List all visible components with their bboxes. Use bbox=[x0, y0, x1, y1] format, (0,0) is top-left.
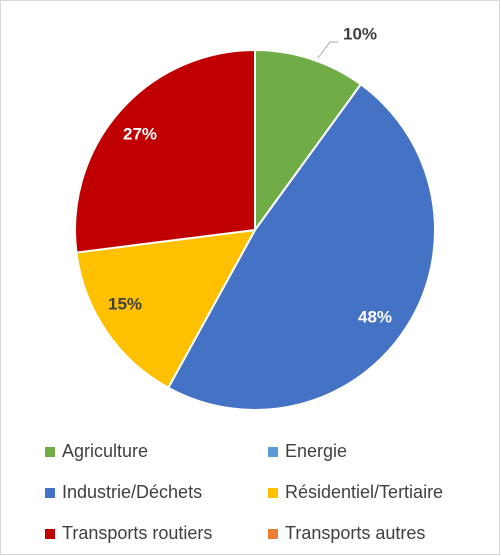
legend-swatch bbox=[45, 447, 55, 457]
data-label: 27% bbox=[123, 124, 157, 143]
legend-swatch bbox=[45, 488, 55, 498]
legend-swatch bbox=[268, 488, 278, 498]
legend-swatch bbox=[268, 529, 278, 539]
legend-label: Agriculture bbox=[62, 441, 148, 461]
data-label: 10% bbox=[343, 24, 377, 43]
pie-slice bbox=[254, 48, 363, 234]
legend-label: Transports routiers bbox=[62, 523, 212, 543]
data-label: 48% bbox=[358, 307, 392, 326]
data-label: 15% bbox=[108, 294, 142, 313]
legend-swatch bbox=[45, 529, 55, 539]
legend-label: Industrie/Déchets bbox=[62, 482, 202, 502]
legend-label: Energie bbox=[285, 441, 347, 461]
pie-slice bbox=[166, 82, 436, 411]
legend-label: Résidentiel/Tertiaire bbox=[285, 482, 443, 502]
legend-swatch bbox=[268, 447, 278, 457]
pie-slice bbox=[74, 48, 256, 254]
pie-slice bbox=[75, 228, 257, 390]
legend-label: Transports autres bbox=[285, 523, 425, 543]
leader-line bbox=[317, 41, 338, 59]
